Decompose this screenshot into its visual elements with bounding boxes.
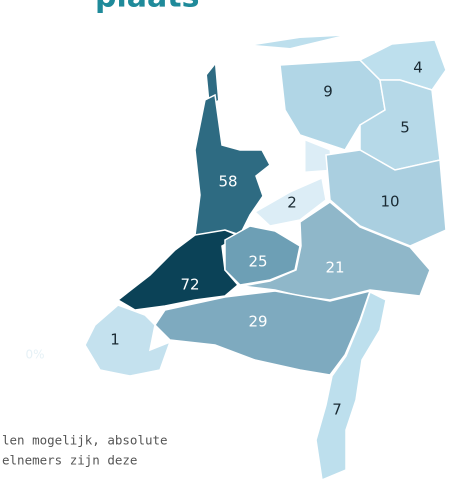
title: plaats xyxy=(95,0,199,15)
province xyxy=(241,201,431,301)
province-value: 21 xyxy=(325,259,344,277)
province-value: 29 xyxy=(248,313,267,331)
province xyxy=(84,304,172,377)
province-value: 4 xyxy=(413,59,423,77)
province-value: 7 xyxy=(332,401,342,419)
province-value: 58 xyxy=(218,173,237,191)
province xyxy=(325,149,447,247)
province xyxy=(154,289,372,376)
province xyxy=(194,93,271,241)
island xyxy=(255,36,340,48)
province xyxy=(253,176,327,227)
province-value: 5 xyxy=(400,119,410,137)
province-value: 1 xyxy=(110,331,120,349)
province xyxy=(315,290,387,482)
note-line: elnemers zijn deze xyxy=(2,453,137,468)
province-value: 72 xyxy=(180,276,199,294)
province-value: 10 xyxy=(380,193,399,211)
province-value: 25 xyxy=(248,253,267,271)
province-value: 9 xyxy=(323,83,333,101)
outside-label: 0% xyxy=(25,348,44,362)
note-line: len mogelijk, absolute xyxy=(2,433,168,448)
province-value: 2 xyxy=(287,194,297,212)
